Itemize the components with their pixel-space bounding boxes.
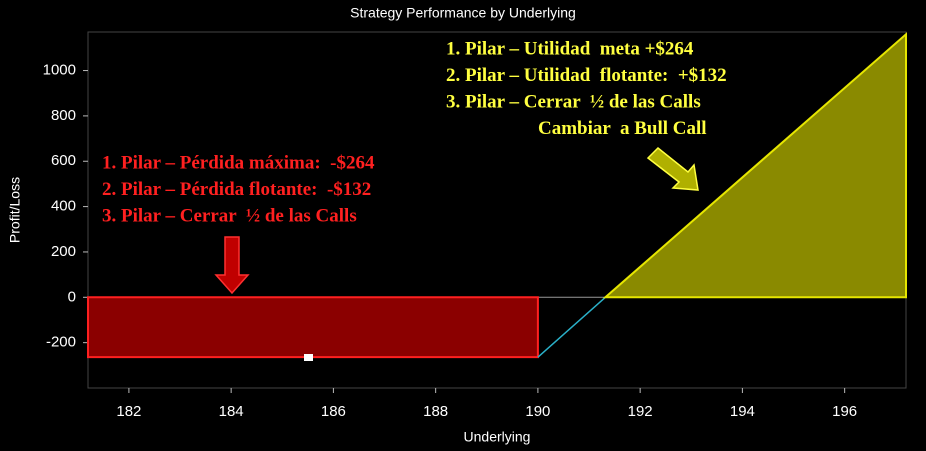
annotation: 2. Pilar – Pérdida flotante: -$132 — [102, 179, 371, 200]
y-tick-label: 200 — [51, 243, 76, 260]
y-axis-label: Profit/Loss — [7, 177, 23, 243]
annotation: 3. Pilar – Cerrar ½ de las Calls — [446, 91, 701, 112]
arrow — [646, 146, 699, 191]
x-tick-label: 182 — [116, 403, 141, 420]
y-tick-label: 800 — [51, 107, 76, 124]
loss-area — [87, 296, 539, 359]
marker — [304, 354, 313, 361]
y-tick-label: -200 — [46, 334, 76, 351]
x-tick-label: 196 — [832, 403, 857, 420]
y-tick-label: 400 — [51, 198, 76, 215]
x-tick-label: 186 — [321, 403, 346, 420]
y-tick-label: 1000 — [43, 62, 76, 79]
arrow — [214, 236, 250, 295]
x-tick-label: 188 — [423, 403, 448, 420]
annotation: Cambiar a Bull Call — [538, 118, 707, 139]
y-tick-label: 0 — [68, 288, 76, 305]
profit-area — [602, 32, 907, 299]
annotation: 1. Pilar – Pérdida máxima: -$264 — [102, 152, 375, 173]
x-tick-label: 184 — [219, 403, 244, 420]
y-tick-label: 600 — [51, 152, 76, 169]
annotation: 3. Pilar – Cerrar ½ de las Calls — [102, 205, 357, 226]
x-tick-label: 190 — [525, 403, 550, 420]
x-axis-label: Underlying — [464, 429, 531, 445]
payoff-line — [537, 296, 606, 358]
chart-title: Strategy Performance by Underlying — [350, 5, 576, 21]
annotation: 2. Pilar – Utilidad flotante: +$132 — [446, 65, 727, 86]
x-tick-label: 194 — [730, 403, 755, 420]
annotation: 1. Pilar – Utilidad meta +$264 — [446, 38, 694, 59]
x-tick-label: 192 — [628, 403, 653, 420]
